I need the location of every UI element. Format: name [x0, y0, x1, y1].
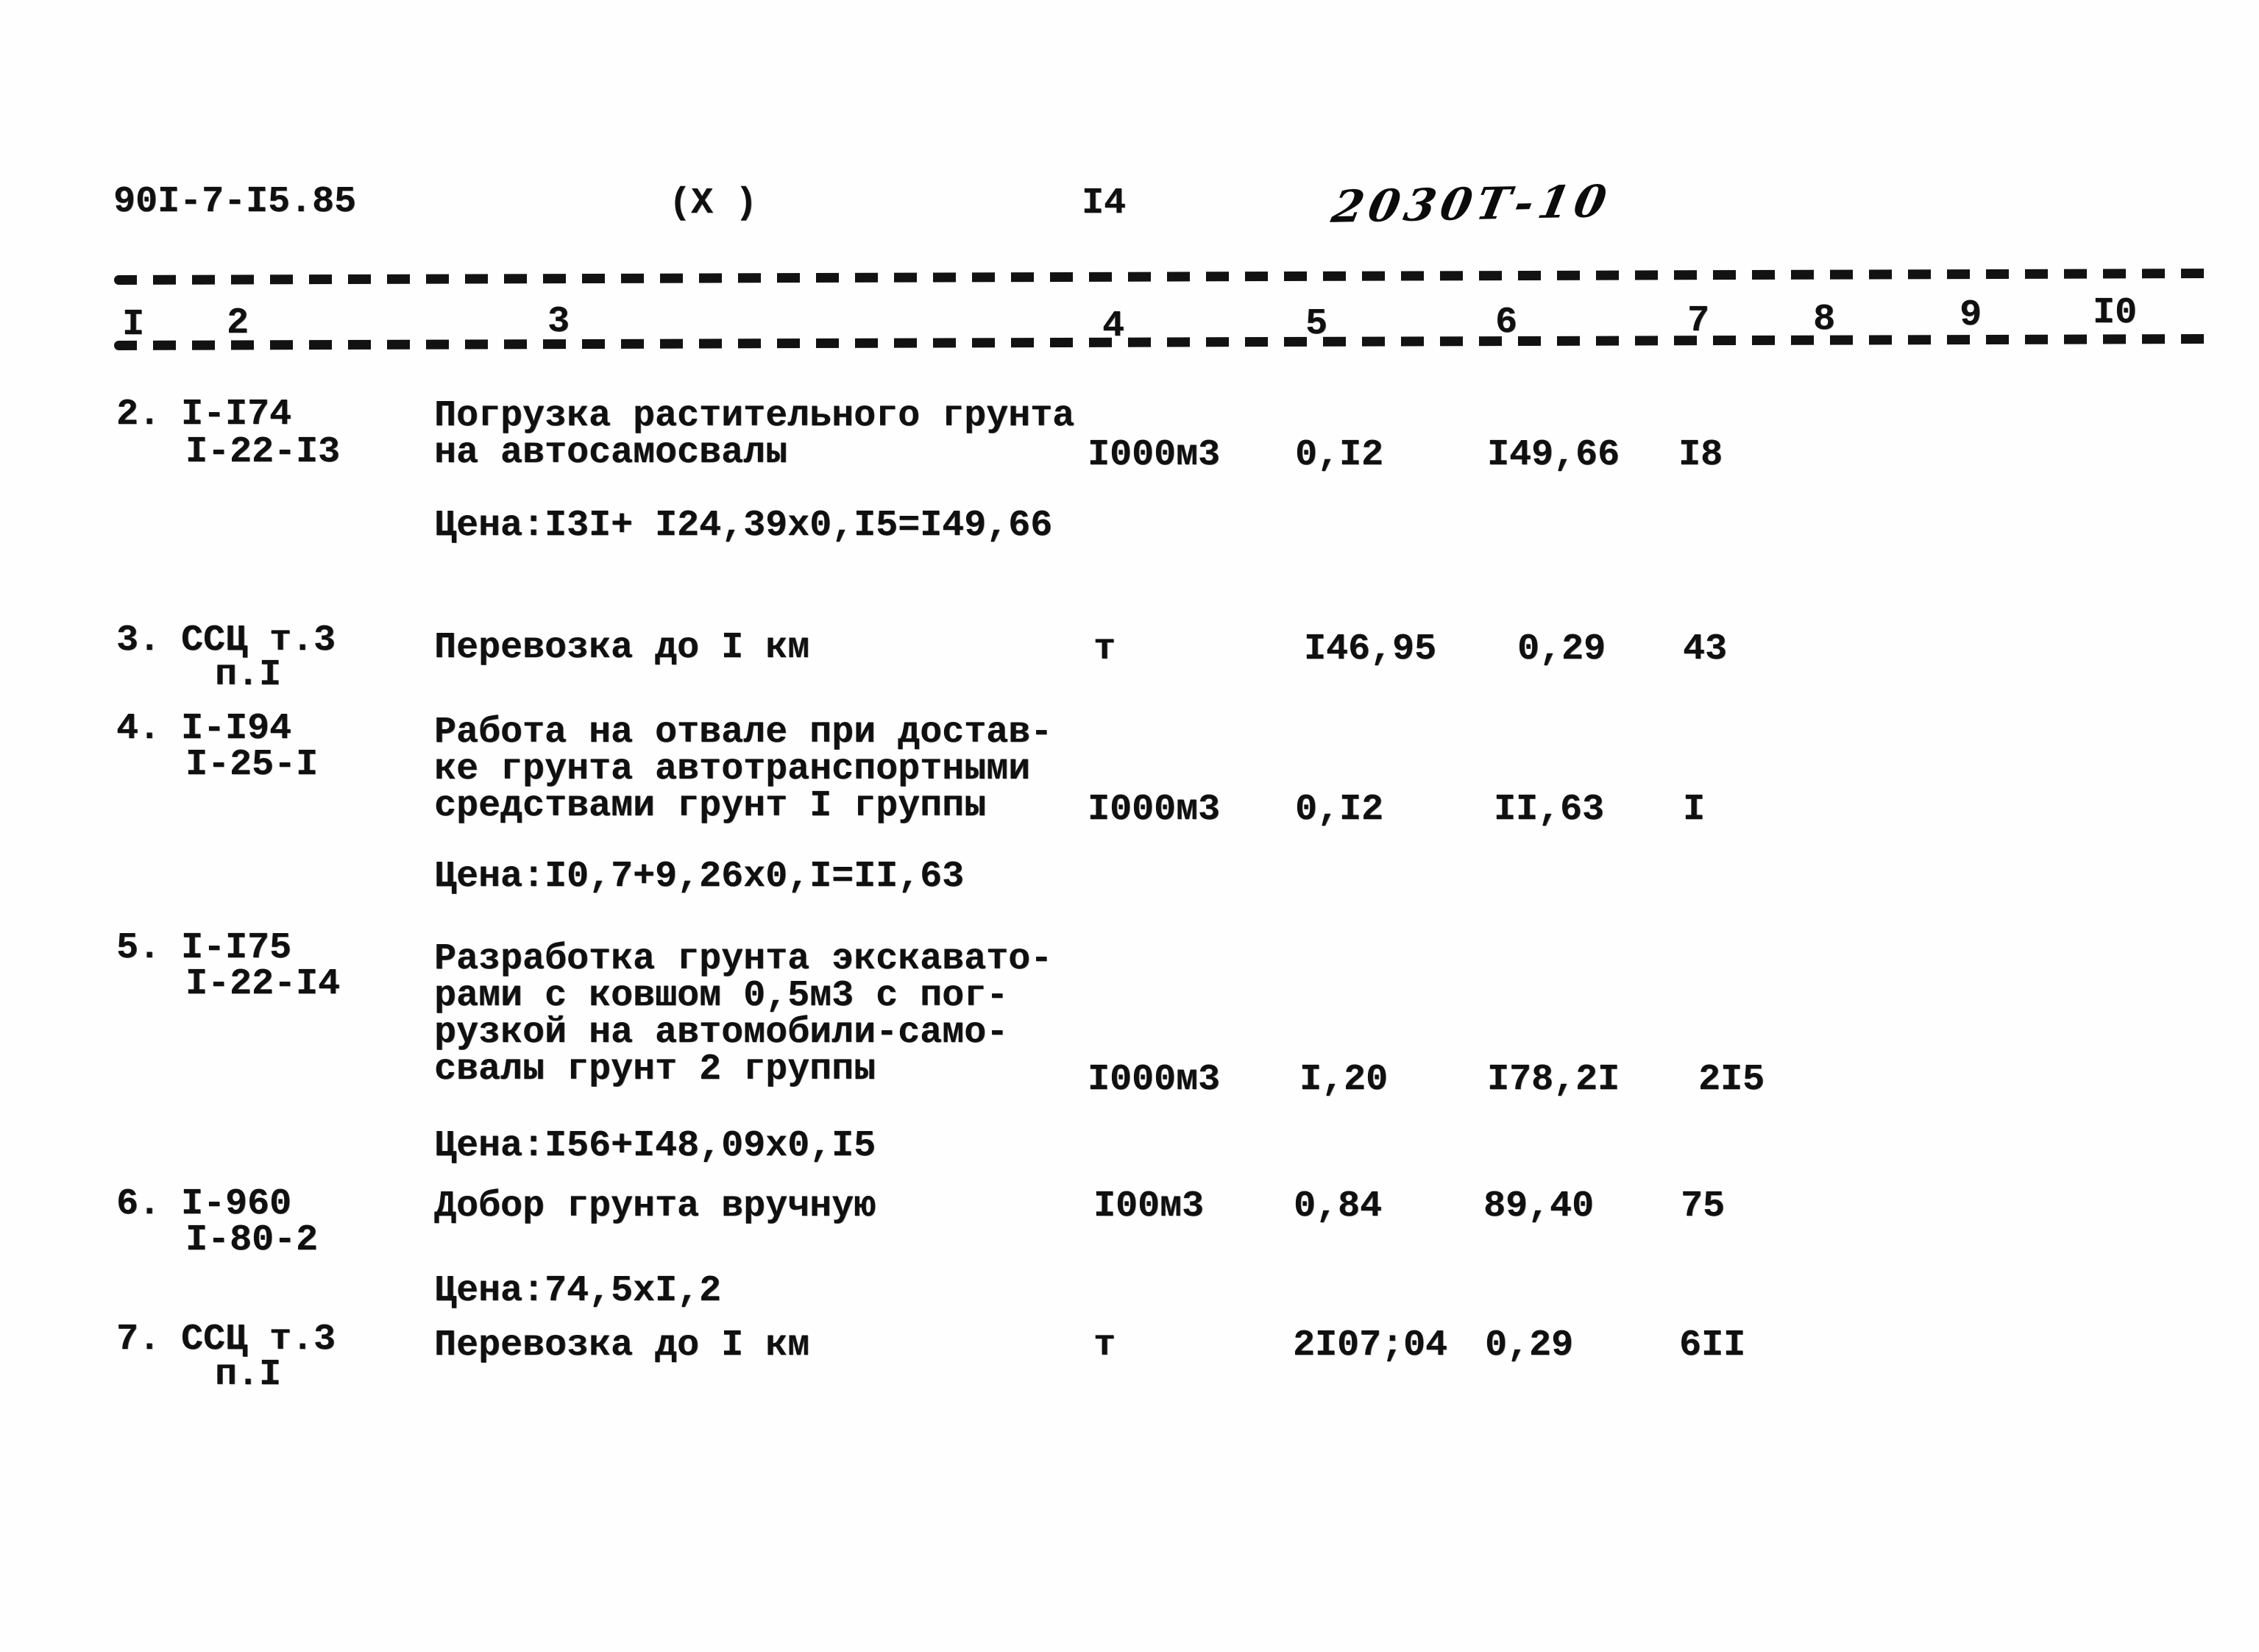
row-code-line2: I-22-I4	[185, 963, 341, 1005]
unit-cell: I000м3	[1088, 1059, 1221, 1101]
unit-price-cell: 0,29	[1485, 1325, 1574, 1366]
row-code-line1: ССЦ т.3	[181, 620, 336, 662]
unit-cell: т	[1093, 628, 1116, 670]
row-name-line1: Погрузка растительного грунта	[434, 395, 1075, 437]
row-code-line1: I-I74	[181, 394, 292, 436]
row-name-line4: свалы грунт 2 группы	[434, 1049, 876, 1091]
unit-cell: т	[1093, 1325, 1116, 1366]
document-code: 90I-7-I5.85	[113, 181, 357, 223]
row-name-line1: Перевозка до I км	[434, 627, 810, 669]
row-number: 4.	[116, 708, 161, 750]
total-cell: 2I5	[1698, 1059, 1765, 1101]
row-name-line1: Добор грунта вручную	[434, 1185, 876, 1227]
quantity-cell: 0,84	[1294, 1185, 1383, 1227]
unit-price-cell: II,63	[1494, 789, 1605, 831]
column-number-9: 9	[1960, 294, 1982, 336]
price-note: Цена:I3I+ I24,39х0,I5=I49,66	[434, 505, 1053, 547]
unit-price-cell: 89,40	[1483, 1185, 1595, 1227]
unit-price-cell: I49,66	[1487, 434, 1620, 476]
quantity-cell: 0,I2	[1295, 789, 1384, 831]
row-code-line2: п.I	[215, 654, 282, 696]
row-number: 6.	[116, 1183, 161, 1225]
row-number: 2.	[116, 394, 161, 436]
price-note: Цена:74,5хI,2	[434, 1270, 722, 1312]
column-number-8: 8	[1813, 299, 1836, 341]
column-number-4: 4	[1102, 305, 1125, 347]
row-name-line1: Перевозка до I км	[434, 1325, 810, 1366]
unit-cell: I000м3	[1088, 789, 1221, 831]
unit-price-cell: I78,2I	[1487, 1059, 1620, 1101]
row-name-line2: ке грунта автотранспортными	[434, 748, 1031, 790]
row-number: 7.	[116, 1319, 161, 1361]
row-name-line1: Работа на отвале при достав-	[434, 712, 1053, 754]
price-note: Цена:I56+I48,09х0,I5	[434, 1125, 876, 1167]
page-number: I4	[1082, 182, 1127, 224]
row-name-line2: рами с ковшом 0,5м3 с пог-	[434, 975, 1009, 1017]
row-name-line2: на автосамосвалы	[434, 432, 788, 474]
row-code-line1: I-960	[181, 1183, 292, 1225]
row-code-line1: I-I75	[181, 927, 292, 969]
total-cell: I8	[1678, 434, 1723, 476]
price-note: Цена:I0,7+9,26х0,I=II,63	[434, 856, 965, 898]
column-number-2: 2	[227, 302, 249, 344]
column-number-10: I0	[2093, 292, 2138, 334]
unit-cell: I00м3	[1093, 1185, 1205, 1227]
row-number: 3.	[116, 620, 161, 662]
quantity-cell: 0,I2	[1295, 434, 1384, 476]
unit-price-cell: 0,29	[1517, 628, 1606, 670]
column-number-7: 7	[1687, 300, 1710, 342]
column-number-6: 6	[1495, 302, 1518, 344]
quantity-cell: 2I07;04	[1293, 1325, 1448, 1366]
section-mark: (X )	[669, 182, 758, 224]
column-number-5: 5	[1305, 303, 1328, 345]
total-cell: 6II	[1679, 1325, 1746, 1366]
total-cell: 43	[1683, 628, 1728, 670]
handwritten-mark: 2030Т-10	[1327, 176, 1616, 233]
dashed-rule-header-bottom	[113, 334, 2216, 350]
dashed-rule-top	[113, 269, 2216, 285]
row-code-line2: I-25-I	[185, 744, 319, 786]
row-name-line3: рузкой на автомобили-само-	[434, 1012, 1009, 1054]
row-code-line2: I-80-2	[185, 1219, 319, 1261]
row-name-line3: средствами грунт I группы	[434, 785, 987, 827]
row-code-line2: п.I	[215, 1354, 282, 1396]
quantity-cell: I46,95	[1304, 628, 1437, 670]
row-number: 5.	[116, 927, 161, 969]
column-number-1: I	[122, 304, 145, 346]
row-code-line2: I-22-I3	[185, 431, 341, 473]
total-cell: 75	[1681, 1185, 1726, 1227]
unit-cell: I000м3	[1088, 434, 1221, 476]
row-code-line1: I-I94	[181, 708, 292, 750]
column-number-3: 3	[547, 301, 570, 343]
total-cell: I	[1683, 789, 1706, 831]
quantity-cell: I,20	[1299, 1059, 1389, 1101]
row-code-line1: ССЦ т.3	[181, 1319, 336, 1361]
row-name-line1: Разработка грунта экскавато-	[434, 938, 1053, 980]
